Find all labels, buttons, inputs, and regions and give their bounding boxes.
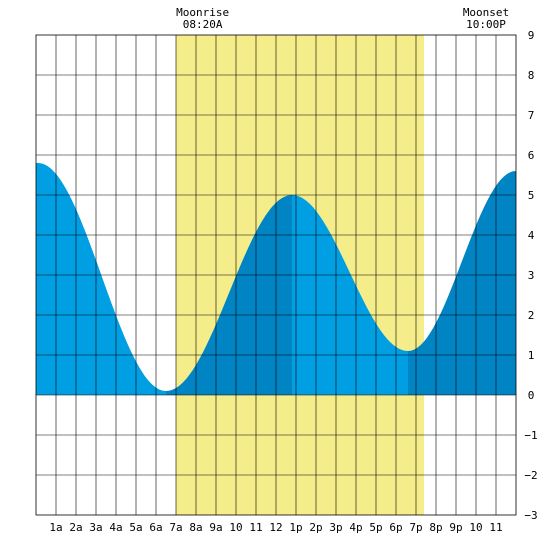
x-tick-label: 10: [469, 521, 482, 534]
y-tick-label: 5: [528, 189, 535, 202]
y-tick-label: 9: [528, 29, 535, 42]
x-tick-label: 2a: [69, 521, 82, 534]
y-tick-label: −2: [524, 469, 537, 482]
grid-lines: [36, 35, 516, 515]
x-tick-label: 1a: [49, 521, 62, 534]
falling-tide-area: [38, 163, 166, 395]
x-tick-label: 3a: [89, 521, 102, 534]
x-tick-label: 1p: [289, 521, 302, 534]
x-tick-label: 8a: [189, 521, 202, 534]
x-tick-label: 3p: [329, 521, 342, 534]
y-tick-label: 3: [528, 269, 535, 282]
x-tick-label: 4p: [349, 521, 362, 534]
x-axis-labels: 1a 2a 3a 4a 5a 6a 7a 8a 9a 10 11 12 1p 2p 3p 4p 5p 6p 7p 8p…: [49, 521, 502, 534]
rising-tide-area: [408, 171, 516, 395]
x-tick-label: 11: [489, 521, 502, 534]
x-tick-label: 6a: [149, 521, 162, 534]
plot-frame: [35, 34, 517, 516]
x-tick-label: 7p: [409, 521, 422, 534]
x-tick-label: 9a: [209, 521, 222, 534]
x-tick-label: 2p: [309, 521, 322, 534]
y-axis-labels: 9 8 7 6 5 4 3 2 1 0 −1 −2 −3: [524, 29, 537, 522]
y-tick-label: 2: [528, 309, 535, 322]
y-tick-label: 1: [528, 349, 535, 362]
x-tick-label: 8p: [429, 521, 442, 534]
moonrise-time: 08:20A: [183, 18, 223, 31]
rising-tide-area: [166, 195, 292, 395]
moonset-label: Moonset: [463, 6, 509, 19]
falling-tide-area: [292, 195, 408, 395]
x-tick-label: 5p: [369, 521, 382, 534]
y-tick-label: −1: [524, 429, 537, 442]
y-tick-label: 0: [528, 389, 535, 402]
x-tick-label: 7a: [169, 521, 182, 534]
x-tick-label: 11: [249, 521, 262, 534]
x-tick-label: 10: [229, 521, 242, 534]
tide-areas: [36, 163, 516, 395]
y-tick-label: 8: [528, 69, 535, 82]
x-tick-label: 6p: [389, 521, 402, 534]
x-tick-label: 9p: [449, 521, 462, 534]
falling-tide-area: [36, 163, 38, 395]
moonrise-label: Moonrise: [176, 6, 229, 19]
y-tick-label: 4: [528, 229, 535, 242]
y-tick-label: 6: [528, 149, 535, 162]
x-tick-label: 5a: [129, 521, 142, 534]
x-tick-label: 4a: [109, 521, 122, 534]
moonset-time: 10:00P: [466, 18, 506, 31]
x-tick-label: 12: [269, 521, 282, 534]
y-tick-label: −3: [524, 509, 537, 522]
y-tick-label: 7: [528, 109, 535, 122]
